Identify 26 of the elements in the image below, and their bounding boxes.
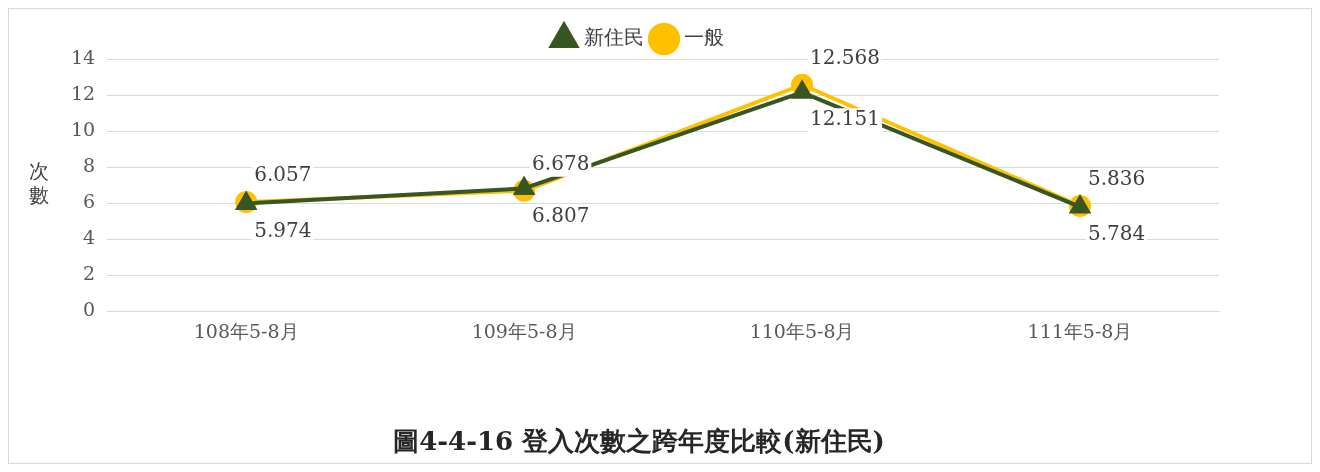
data-label: 5.974 bbox=[254, 217, 312, 242]
data-label: 5.784 bbox=[1088, 221, 1146, 246]
data-label: 6.678 bbox=[532, 151, 590, 175]
y-tick-label: 6 bbox=[83, 189, 96, 212]
x-tick-label: 108年5-8月 bbox=[193, 320, 299, 343]
data-label: 12.568 bbox=[810, 44, 881, 69]
y-axis-title: 次數 bbox=[29, 159, 49, 208]
y-tick-label: 12 bbox=[70, 81, 96, 104]
y-tick-label: 14 bbox=[70, 45, 96, 68]
point bbox=[792, 81, 812, 99]
data-label: 6.057 bbox=[254, 162, 312, 187]
y-tick-label: 4 bbox=[83, 225, 96, 248]
x-tick-label: 110年5-8月 bbox=[749, 320, 855, 343]
data-label: 12.151 bbox=[810, 106, 881, 131]
y-tick-label: 2 bbox=[83, 261, 96, 284]
x-tick-label: 109年5-8月 bbox=[471, 320, 577, 343]
legend-label: 新住民 bbox=[584, 25, 644, 50]
point bbox=[514, 177, 534, 195]
x-tick-label: 111年5-8月 bbox=[1027, 320, 1133, 343]
y-tick-label: 8 bbox=[83, 153, 96, 176]
y-tick-label: 0 bbox=[83, 297, 96, 320]
legend-label: 一般 bbox=[684, 25, 724, 50]
data-label: 6.807 bbox=[532, 202, 590, 227]
text: 圖4-4-16 登入次數之跨年度比較(新住民) bbox=[393, 426, 885, 457]
data-label: 5.836 bbox=[1088, 166, 1146, 191]
y-tick-label: 10 bbox=[70, 117, 96, 140]
